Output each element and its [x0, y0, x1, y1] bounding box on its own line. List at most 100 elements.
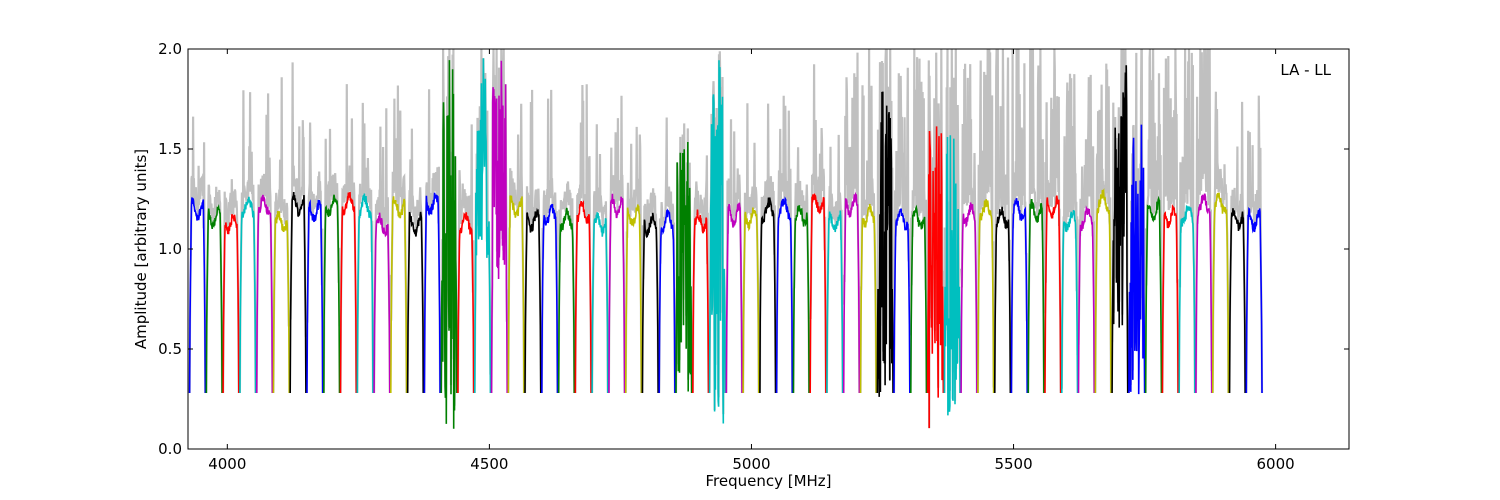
- series-line-channel-39: [842, 191, 861, 394]
- x-axis-label: Frequency [MHz]: [705, 472, 831, 490]
- series-line-channel-47: [977, 199, 995, 394]
- gray-trace-channel-8: [322, 128, 341, 394]
- gray-trace-channel-43: [909, 49, 928, 394]
- gray-trace-channel-35: [775, 95, 794, 394]
- y-axis: 0.0 0.5 1.0 1.5 2.0: [158, 40, 1349, 458]
- y-tick-label: 2.0: [158, 40, 182, 58]
- gray-trace-channel-0: [188, 116, 207, 394]
- gray-trace-channel-49: [1010, 49, 1029, 394]
- series-line-channel-33: [742, 207, 760, 394]
- series-line-channel-51: [1044, 195, 1062, 394]
- series-line-channel-43: [910, 204, 928, 394]
- gray-trace-channel-63: [1245, 95, 1264, 394]
- series-line-channel-48: [993, 206, 1012, 394]
- x-axis: 4000 4500 5000 5500 6000: [208, 49, 1295, 473]
- gray-trace-channel-46: [960, 63, 978, 394]
- series-line-channel-18: [490, 60, 508, 394]
- series-line-channel-10: [356, 193, 374, 394]
- series-line-channel-35: [775, 196, 794, 394]
- gray-trace-channel-50: [1027, 49, 1045, 394]
- series-line-channel-30: [692, 209, 710, 394]
- series-line-channel-40: [859, 203, 877, 394]
- y-axis-label: Amplitude [arbitrary units]: [132, 149, 150, 349]
- series-line-channel-1: [205, 203, 223, 394]
- gray-trace-channel-60: [1194, 49, 1213, 394]
- series-line-channel-17: [473, 58, 492, 394]
- gray-trace-channel-25: [607, 95, 626, 394]
- gray-trace-channel-37: [809, 64, 827, 394]
- series-line-channel-25: [608, 193, 626, 394]
- series-line-channel-34: [759, 197, 777, 394]
- series-line-channel-0: [188, 197, 207, 394]
- series-line-channel-21: [541, 203, 559, 394]
- gray-trace-channel-9: [339, 84, 358, 394]
- gray-trace-channel-28: [658, 117, 676, 394]
- gray-trace-channel-36: [792, 147, 811, 394]
- y-tick-label: 0.0: [158, 440, 182, 458]
- series-line-channel-6: [289, 192, 307, 394]
- series-line-channel-58: [1161, 204, 1179, 394]
- x-tick-label: 5000: [732, 455, 770, 473]
- series-line-channel-9: [339, 191, 358, 394]
- gray-trace-channel-3: [238, 90, 257, 394]
- gray-trace-channel-62: [1228, 101, 1247, 394]
- gray-trace-channel-20: [523, 89, 542, 394]
- gray-trace-channel-5: [272, 77, 291, 394]
- baseline-annotation: LA - LL: [1280, 61, 1331, 79]
- series-line-channel-49: [1010, 197, 1028, 394]
- gray-trace-channel-10: [356, 102, 375, 394]
- series-line-channel-4: [255, 194, 274, 394]
- y-tick-label: 1.5: [158, 140, 182, 158]
- gray-trace-channel-38: [825, 134, 844, 394]
- series-line-channel-55: [1111, 65, 1129, 394]
- gray-trace-channel-59: [1178, 49, 1196, 394]
- series-line-channel-38: [826, 210, 844, 394]
- gray-trace-channel-4: [255, 93, 274, 394]
- channel-series: [188, 58, 1263, 429]
- series-line-channel-20: [524, 207, 542, 394]
- x-tick-label: 4000: [208, 455, 246, 473]
- gray-trace-channel-34: [758, 103, 777, 394]
- series-line-channel-53: [1077, 205, 1096, 394]
- series-line-channel-3: [239, 196, 257, 394]
- series-line-channel-2: [222, 213, 240, 394]
- gray-trace-channel-22: [557, 181, 576, 394]
- gray-trace-channel-42: [892, 67, 911, 394]
- gray-trace-channel-2: [222, 179, 240, 394]
- series-line-channel-36: [792, 205, 810, 394]
- gray-trace-channel-26: [624, 126, 643, 394]
- series-line-channel-57: [1144, 195, 1163, 394]
- y-tick-label: 1.0: [158, 240, 182, 258]
- series-line-channel-59: [1178, 204, 1196, 394]
- series-line-channel-46: [960, 202, 978, 394]
- series-line-channel-37: [809, 193, 827, 394]
- gray-trace-channel-19: [507, 103, 526, 394]
- gray-trace-channel-33: [742, 103, 760, 394]
- gray-trace-channel-30: [691, 155, 710, 394]
- series-line-channel-14: [423, 192, 441, 394]
- series-line-channel-32: [725, 202, 743, 394]
- gray-trace-channel-53: [1077, 74, 1096, 394]
- gray-trace-channel-23: [574, 84, 593, 394]
- series-line-channel-27: [641, 212, 659, 394]
- x-tick-label: 4500: [470, 455, 508, 473]
- gray-trace-channel-16: [456, 124, 475, 394]
- series-line-channel-16: [457, 212, 475, 394]
- gray-trace-channel-40: [859, 49, 878, 394]
- gray-trace-channel-57: [1144, 49, 1163, 394]
- series-line-channel-42: [893, 208, 911, 394]
- series-line-channel-50: [1027, 199, 1045, 394]
- gray-trace-channel-47: [976, 49, 995, 394]
- series-line-channel-29: [675, 141, 693, 394]
- gray-trace-channel-32: [725, 119, 744, 394]
- y-tick-label: 0.5: [158, 340, 182, 358]
- gray-trace-channel-14: [423, 89, 442, 394]
- series-line-channel-12: [390, 196, 408, 394]
- gray-trace-channel-24: [591, 124, 609, 394]
- series-line-channel-26: [624, 204, 643, 394]
- series-line-channel-11: [373, 212, 391, 394]
- x-tick-label: 6000: [1257, 455, 1295, 473]
- series-line-channel-52: [1061, 209, 1079, 394]
- series-line-channel-60: [1195, 193, 1213, 394]
